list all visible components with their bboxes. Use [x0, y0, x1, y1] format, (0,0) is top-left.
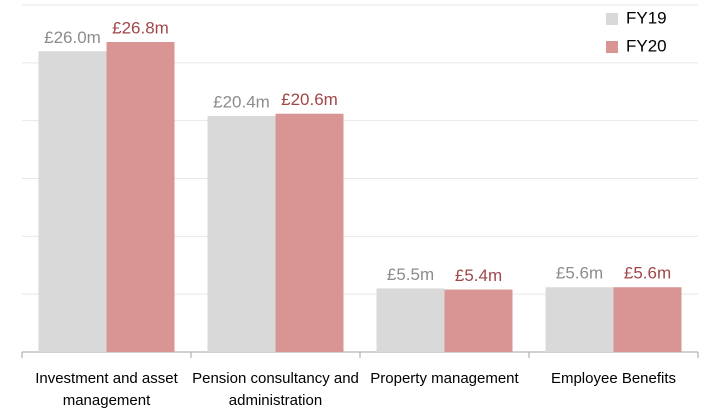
- value-label: £5.6m: [556, 264, 603, 283]
- bar: [207, 116, 276, 352]
- legend-swatch: [606, 13, 618, 25]
- x-tick-label: Pension consultancy and administration: [192, 370, 359, 409]
- bar: [106, 42, 175, 352]
- bar: [376, 288, 445, 352]
- value-label: £26.0m: [44, 28, 101, 47]
- bar: [275, 113, 344, 352]
- x-tick-label: Property management: [370, 370, 519, 387]
- value-label: £20.6m: [281, 90, 338, 109]
- legend-swatch: [606, 41, 618, 53]
- bar: [613, 287, 682, 352]
- bar: [38, 51, 107, 353]
- value-label: £26.8m: [112, 18, 169, 37]
- value-label: £5.5m: [387, 265, 434, 284]
- value-label: £5.6m: [624, 264, 671, 283]
- legend-label: FY20: [626, 36, 667, 55]
- x-tick-label: Investment and asset management: [35, 370, 178, 409]
- value-label: £5.4m: [455, 266, 502, 285]
- x-tick-label: Employee Benefits: [550, 370, 677, 387]
- bar: [444, 289, 513, 352]
- legend-label: FY19: [626, 8, 667, 27]
- value-label: £20.4m: [213, 93, 270, 112]
- bar: [545, 287, 614, 352]
